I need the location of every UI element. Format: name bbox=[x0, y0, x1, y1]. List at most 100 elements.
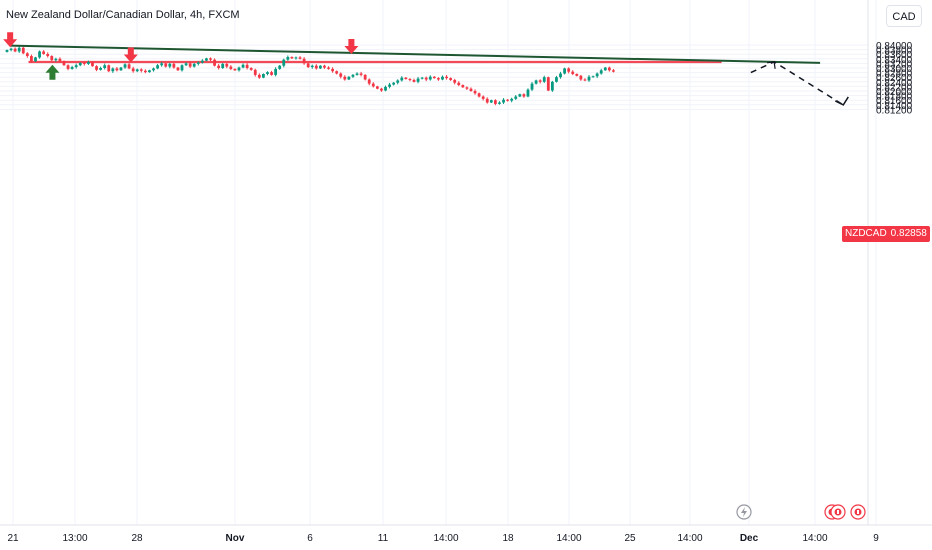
candle-body bbox=[184, 63, 188, 66]
candle bbox=[302, 57, 306, 65]
candle-body bbox=[156, 65, 159, 69]
candle bbox=[498, 101, 501, 105]
arrow-down-icon bbox=[123, 47, 138, 63]
candle-body bbox=[148, 70, 151, 73]
candle-body bbox=[599, 70, 603, 74]
candle-body bbox=[542, 77, 546, 82]
time-tick-label: 14:00 bbox=[556, 533, 581, 544]
candle-body bbox=[152, 68, 155, 71]
candle bbox=[213, 58, 216, 67]
candle bbox=[469, 87, 473, 92]
candle-body bbox=[237, 67, 241, 71]
time-tick-label: Dec bbox=[740, 533, 759, 544]
candle-body bbox=[449, 78, 453, 80]
candle bbox=[91, 61, 94, 67]
candle bbox=[229, 65, 233, 71]
candle-body bbox=[591, 76, 595, 78]
candle bbox=[351, 73, 355, 79]
candle-body bbox=[46, 53, 50, 57]
candle bbox=[449, 77, 453, 81]
candle-body bbox=[371, 83, 375, 87]
candle-body bbox=[74, 65, 78, 68]
candle-body bbox=[359, 73, 363, 75]
price-tick-label: 0.83400 bbox=[876, 55, 913, 66]
candle-body bbox=[249, 68, 253, 70]
candle bbox=[323, 64, 326, 69]
candle bbox=[343, 75, 347, 81]
candle-body bbox=[38, 51, 41, 58]
candle bbox=[396, 79, 400, 85]
candle-body bbox=[367, 79, 371, 84]
candle-body bbox=[78, 62, 82, 66]
candle bbox=[306, 62, 310, 69]
currency-button[interactable]: CAD bbox=[886, 5, 922, 27]
candle-body bbox=[213, 59, 216, 66]
candle bbox=[339, 72, 343, 79]
candle-body bbox=[168, 63, 172, 67]
candle bbox=[461, 84, 465, 88]
price-tick-label: 0.81600 bbox=[876, 96, 913, 107]
candle-body bbox=[160, 63, 164, 66]
candle-body bbox=[583, 79, 587, 81]
price-tick-label: 0.82200 bbox=[876, 82, 913, 93]
candle bbox=[184, 62, 188, 66]
candle-body bbox=[34, 57, 37, 62]
candle bbox=[5, 49, 9, 53]
candle-body bbox=[461, 85, 465, 88]
candle bbox=[148, 69, 151, 73]
candle-body bbox=[603, 67, 607, 71]
candle-body bbox=[339, 73, 343, 77]
candle bbox=[160, 61, 164, 67]
candle-body bbox=[111, 68, 115, 72]
candlestick-series bbox=[5, 46, 615, 106]
candle-body bbox=[95, 66, 98, 70]
last-price-tag: NZDCAD 0.82858 bbox=[842, 226, 930, 242]
candle bbox=[66, 64, 70, 71]
candle-body bbox=[453, 79, 457, 83]
candle bbox=[563, 67, 566, 75]
candle bbox=[17, 46, 21, 53]
candle bbox=[514, 95, 518, 100]
candle-body bbox=[245, 64, 249, 68]
candle bbox=[473, 89, 477, 95]
price-tick-label: 0.83200 bbox=[876, 59, 913, 70]
candle bbox=[494, 99, 497, 106]
candle-body bbox=[563, 68, 566, 74]
candle-body bbox=[404, 77, 408, 80]
price-tick-label: 0.82600 bbox=[876, 73, 913, 84]
candle bbox=[196, 61, 200, 66]
candle bbox=[526, 88, 530, 98]
candle bbox=[278, 64, 282, 70]
projection-arrowhead bbox=[834, 96, 849, 106]
candle bbox=[221, 63, 225, 69]
candle bbox=[583, 78, 587, 82]
candle-body bbox=[115, 68, 119, 71]
candle bbox=[355, 72, 359, 76]
candle-body bbox=[302, 58, 306, 64]
candle-body bbox=[42, 51, 46, 54]
candle-body bbox=[257, 74, 261, 78]
candle bbox=[428, 75, 432, 81]
price-tick-label: 0.84000 bbox=[876, 41, 913, 52]
price-axis: 0.840000.838000.836000.834000.832000.830… bbox=[876, 41, 913, 116]
candle-body bbox=[392, 82, 396, 85]
candle-body bbox=[217, 65, 221, 68]
candle bbox=[542, 75, 546, 83]
candle-body bbox=[262, 73, 265, 78]
candle-body bbox=[294, 57, 298, 59]
candle bbox=[180, 64, 184, 72]
candle bbox=[327, 66, 330, 70]
candle bbox=[612, 68, 615, 73]
arrow-down-icon bbox=[3, 32, 18, 48]
candle bbox=[127, 63, 131, 70]
candle bbox=[200, 59, 204, 64]
candle bbox=[119, 66, 123, 71]
candle-body bbox=[595, 73, 599, 77]
candle bbox=[506, 98, 510, 102]
candle bbox=[408, 78, 412, 82]
candle-body bbox=[298, 57, 302, 59]
candle-body bbox=[567, 68, 571, 72]
candle-body bbox=[343, 76, 347, 80]
candle bbox=[298, 56, 302, 60]
